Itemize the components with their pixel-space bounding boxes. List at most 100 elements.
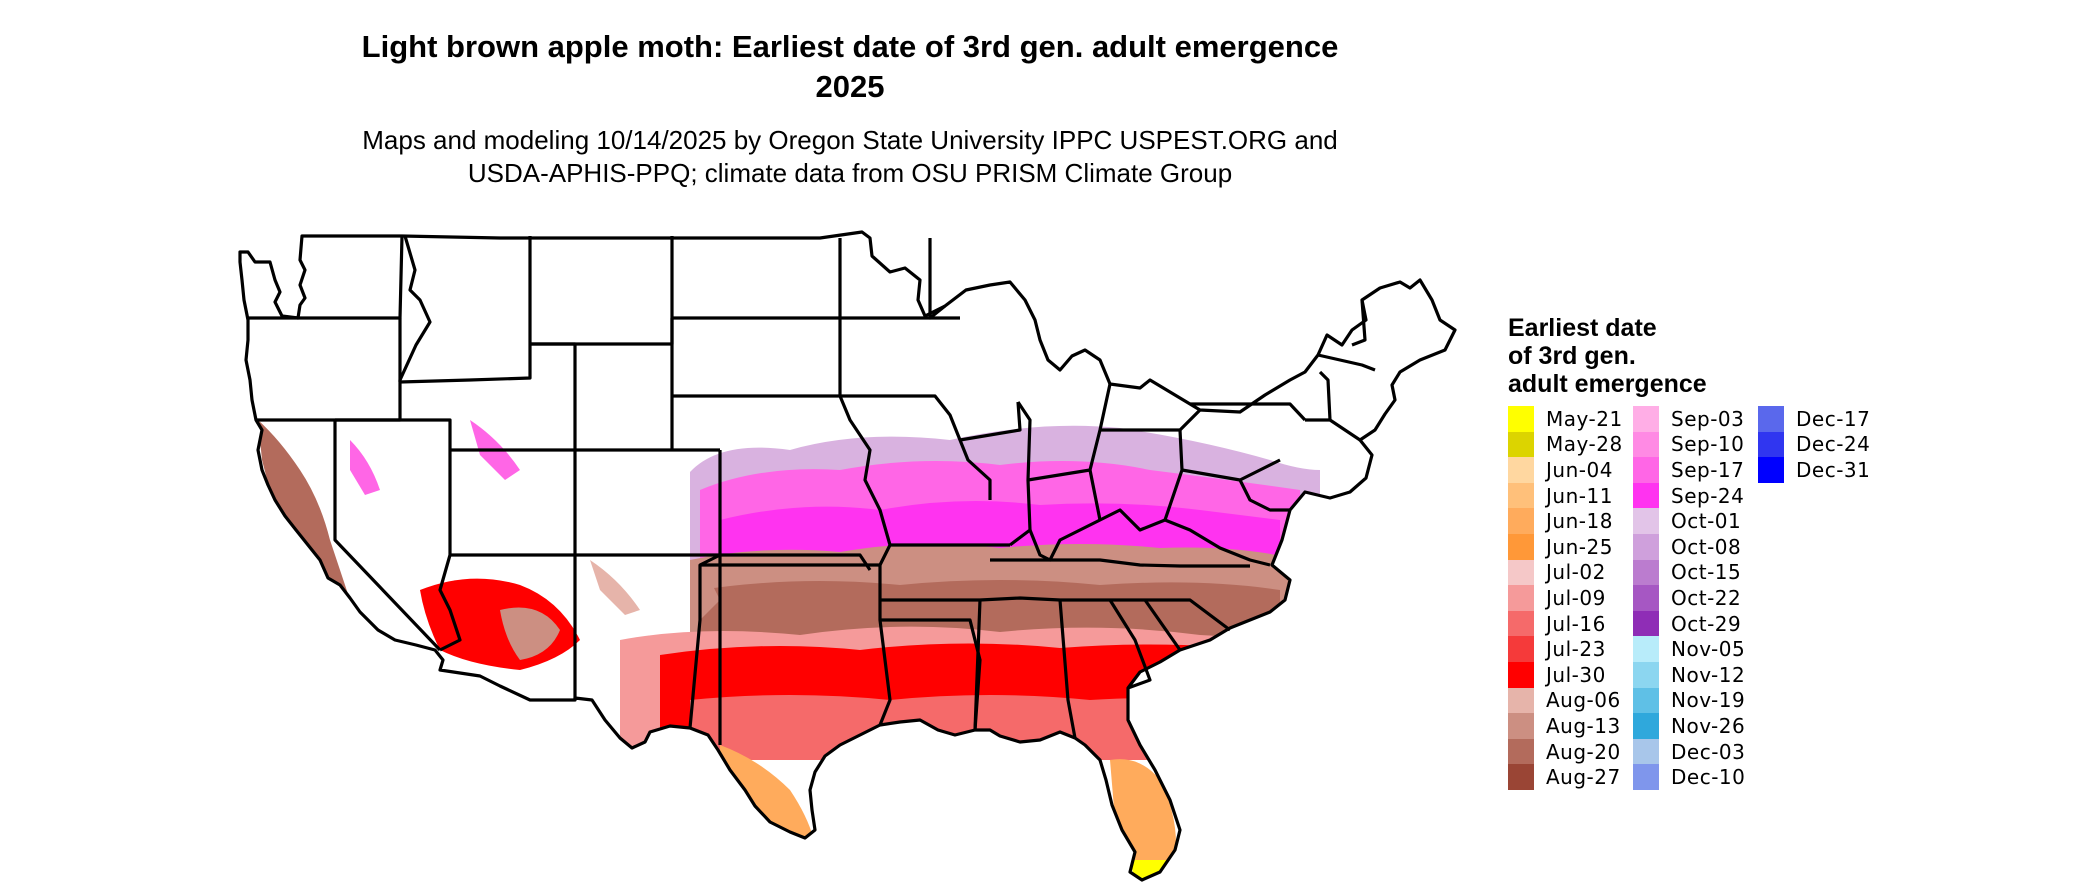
legend-label: Aug-20: [1546, 739, 1621, 764]
legend-label: Oct-01: [1671, 509, 1742, 534]
legend-label: Dec-24: [1796, 432, 1871, 457]
legend-swatch: [1633, 764, 1659, 790]
legend-label: Sep-24: [1671, 483, 1745, 508]
legend-item: Dec-24: [1758, 431, 1871, 458]
legend-swatch: [1508, 533, 1534, 560]
legend-swatch: [1758, 406, 1784, 432]
legend-label: May-21: [1546, 406, 1623, 431]
legend-label: Sep-17: [1671, 457, 1745, 482]
legend-label: Jul-16: [1546, 611, 1606, 636]
legend-label: Nov-19: [1671, 688, 1746, 713]
legend-label: Oct-22: [1671, 585, 1742, 610]
legend-item: Nov-19: [1633, 687, 1746, 714]
band-pink-purple: [690, 425, 1320, 560]
legend-column-1: May-21 May-28 Jun-04 Jun-11 Jun-18 Jun-25 Jul-…: [1508, 406, 1623, 790]
legend-swatch: [1508, 738, 1534, 765]
legend-label: Nov-26: [1671, 713, 1746, 738]
legend-swatch: [1633, 457, 1659, 483]
legend-label: Jun-11: [1546, 483, 1613, 508]
legend-swatch: [1633, 661, 1659, 688]
band-orange: [720, 745, 1176, 880]
legend-swatch: [1508, 482, 1534, 509]
legend-label: Nov-05: [1671, 637, 1746, 662]
legend-item: May-21: [1508, 406, 1623, 432]
legend-item: Dec-10: [1633, 764, 1745, 790]
legend-item: Jun-11: [1508, 482, 1623, 509]
legend-item: Sep-10: [1633, 431, 1745, 458]
legend-swatch: [1633, 585, 1659, 611]
legend-item: Dec-31: [1758, 457, 1870, 483]
legend-swatch: [1508, 431, 1534, 458]
legend-item: Nov-26: [1633, 713, 1745, 739]
legend-swatch: [1508, 457, 1534, 483]
legend-swatch: [1508, 585, 1534, 611]
legend-swatch: [1633, 559, 1659, 586]
legend-item: Aug-13: [1508, 713, 1623, 739]
legend-title: Earliest date of 3rd gen. adult emergenc…: [1508, 314, 1707, 398]
legend-swatch: [1508, 508, 1534, 534]
legend-item: Oct-15: [1633, 559, 1745, 586]
legend-label: Jun-25: [1546, 534, 1613, 559]
legend-swatch: [1508, 636, 1534, 662]
legend-label: Jul-23: [1546, 637, 1606, 662]
legend-item: May-28: [1508, 431, 1623, 458]
legend-swatch: [1633, 636, 1659, 662]
legend-label: Oct-15: [1671, 560, 1742, 585]
legend-item: Aug-20: [1508, 738, 1623, 765]
legend-swatch: [1508, 713, 1534, 739]
legend-label: Sep-10: [1671, 432, 1745, 457]
state-boundaries: [238, 230, 1457, 882]
legend-label: Dec-03: [1671, 739, 1746, 764]
legend-swatch: [1633, 713, 1659, 739]
legend-item: Jul-16: [1508, 610, 1623, 637]
legend-item: Jul-30: [1508, 661, 1623, 688]
legend-item: Oct-01: [1633, 508, 1745, 534]
legend-label: Dec-10: [1671, 765, 1746, 790]
legend-label: Aug-06: [1546, 688, 1621, 713]
legend-label: Aug-13: [1546, 713, 1621, 738]
legend-item: Oct-08: [1633, 533, 1745, 560]
legend-swatch: [1633, 533, 1659, 560]
legend-label: Jun-18: [1546, 509, 1613, 534]
legend-swatch: [1508, 764, 1534, 790]
legend-swatch: [1633, 431, 1659, 458]
legend-label: Jun-04: [1546, 457, 1613, 482]
legend-item: Aug-06: [1508, 687, 1623, 714]
legend-label: Jul-02: [1546, 560, 1606, 585]
legend-label: May-28: [1546, 432, 1623, 457]
legend-swatch: [1633, 482, 1659, 509]
legend-swatch: [1633, 508, 1659, 534]
legend-title-line3: adult emergence: [1508, 370, 1707, 398]
legend-item: Jun-25: [1508, 533, 1623, 560]
legend-column-2: Sep-03 Sep-10 Sep-17 Sep-24 Oct-01 Oct-08 Oct-…: [1633, 406, 1745, 790]
legend-item: Aug-27: [1508, 764, 1623, 790]
map-title-line2: 2025: [815, 69, 885, 104]
legend-swatch: [1633, 610, 1659, 637]
legend-column-3: Dec-17 Dec-24 Dec-31: [1758, 406, 1870, 483]
legend-item: Jul-23: [1508, 636, 1623, 662]
legend-item: Sep-17: [1633, 457, 1745, 483]
legend-item: Oct-29: [1633, 610, 1745, 637]
legend-swatch: [1633, 687, 1659, 714]
legend-swatch: [1508, 687, 1534, 714]
legend-label: Aug-27: [1546, 765, 1621, 790]
legend-title-line1: Earliest date: [1508, 314, 1657, 342]
legend-swatch: [1633, 738, 1659, 765]
legend-label: Jul-30: [1546, 662, 1606, 687]
legend-swatch: [1508, 661, 1534, 688]
legend-item: Sep-03: [1633, 406, 1745, 432]
legend-item: Jun-04: [1508, 457, 1623, 483]
legend-swatch: [1758, 431, 1784, 458]
map-subtitle-line2: USDA-APHIS-PPQ; climate data from OSU PR…: [467, 158, 1233, 188]
legend-label: Jul-09: [1546, 585, 1606, 610]
legend-item: Jul-02: [1508, 559, 1623, 586]
legend-label: Oct-29: [1671, 611, 1742, 636]
legend-title-line2: of 3rd gen.: [1508, 342, 1636, 370]
legend-item: Dec-03: [1633, 738, 1746, 765]
legend-label: Nov-12: [1671, 662, 1746, 687]
band-brown: [690, 543, 1300, 640]
legend-label: Dec-17: [1796, 406, 1871, 431]
legend-swatch: [1508, 610, 1534, 637]
legend-item: Oct-22: [1633, 585, 1745, 611]
